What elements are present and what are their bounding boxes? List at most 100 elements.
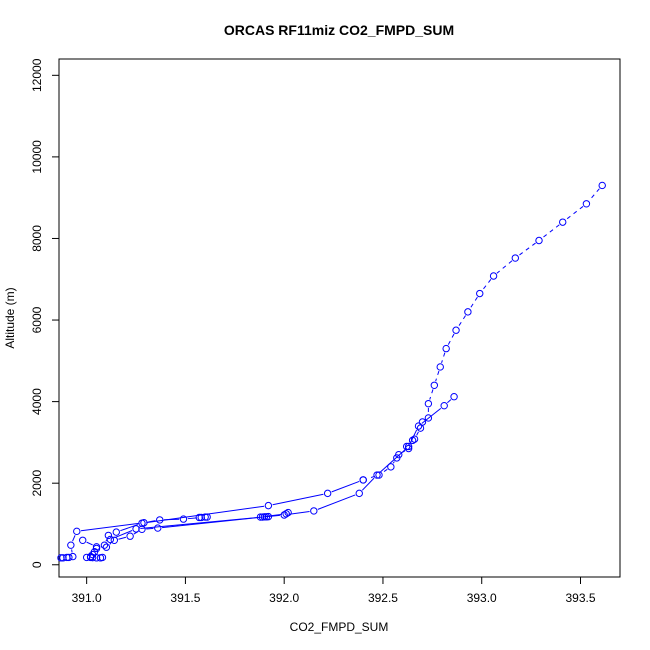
data-point — [132, 525, 140, 533]
series-line-segment — [288, 511, 310, 515]
data-point — [489, 272, 498, 280]
data-point — [598, 181, 606, 190]
data-point — [126, 532, 134, 540]
data-point — [69, 552, 77, 561]
series-line-segment — [379, 448, 406, 473]
y-axis: 0 2000 4000 6000 8000 10000 12000 — [30, 58, 59, 568]
data-point — [559, 218, 567, 226]
series-line-segment — [272, 493, 324, 506]
series-2 — [57, 513, 211, 562]
data-point — [98, 553, 107, 562]
series-line-segment — [148, 520, 156, 523]
y-axis-label: Altitude (m) — [3, 287, 17, 348]
data-point — [511, 254, 520, 262]
series-line-segment — [86, 541, 93, 546]
data-point — [154, 524, 162, 532]
x-axis: 391.0 391.5 392.0 392.5 393.0 393.5 — [72, 577, 596, 605]
series-line-segment — [482, 279, 492, 291]
data-point — [284, 508, 292, 517]
data-point — [359, 476, 367, 484]
data-point — [104, 531, 113, 540]
series-line-segment — [447, 399, 452, 404]
x-axis-label: CO2_FMPD_SUM — [290, 620, 389, 634]
data-point — [436, 363, 444, 371]
x-tick-label: 393.0 — [467, 591, 497, 605]
data-point — [476, 289, 484, 298]
data-point — [416, 424, 425, 432]
data-point — [201, 513, 209, 521]
series-layer — [57, 181, 606, 562]
data-point — [410, 435, 419, 443]
data-point — [393, 454, 401, 462]
data-point — [424, 399, 433, 408]
series-line-segment — [331, 480, 360, 493]
data-point — [79, 536, 87, 544]
data-point — [264, 501, 273, 510]
data-point — [375, 471, 383, 479]
series-line-segment — [105, 539, 108, 542]
data-point — [404, 444, 413, 453]
series-line-segment — [80, 522, 140, 532]
y-tick-label: 0 — [30, 561, 44, 568]
y-tick-label: 4000 — [30, 388, 44, 415]
data-point — [430, 381, 439, 389]
x-tick-label: 391.5 — [170, 591, 200, 605]
chart-title: ORCAS RF11miz CO2_FMPD_SUM — [224, 22, 454, 38]
data-point — [310, 507, 318, 515]
data-point — [450, 393, 458, 401]
series-line-segment — [496, 260, 513, 274]
data-point — [65, 553, 73, 562]
series-line-segment — [72, 535, 76, 542]
data-point — [323, 489, 332, 498]
data-point — [140, 519, 148, 527]
series-line-segment — [114, 530, 133, 539]
data-point — [414, 422, 423, 430]
series-line-segment — [71, 549, 73, 553]
series-line-segment — [457, 315, 466, 327]
data-point — [110, 536, 119, 544]
y-tick-label: 6000 — [30, 306, 44, 333]
series-line-segment — [109, 542, 112, 545]
data-point — [179, 515, 188, 523]
series-line-segment — [565, 206, 584, 220]
series-line-segment — [588, 188, 600, 201]
series-line-segment — [416, 431, 419, 436]
data-point — [424, 414, 433, 422]
data-point — [156, 516, 164, 524]
data-point — [440, 401, 448, 410]
series-line-segment — [118, 536, 127, 540]
plot-frame — [58, 58, 621, 578]
data-point — [404, 442, 413, 451]
data-point — [355, 489, 363, 498]
series-line-segment — [140, 514, 280, 529]
data-point — [373, 471, 381, 479]
data-point — [535, 236, 543, 245]
data-point — [67, 541, 75, 549]
series-line-segment — [367, 475, 376, 480]
series-line-segment — [410, 429, 418, 443]
series-4 — [106, 393, 458, 544]
series-line-segment — [429, 389, 434, 400]
series-line-segment — [317, 494, 356, 510]
x-tick-label: 391.0 — [72, 591, 102, 605]
data-point — [282, 510, 290, 518]
data-point — [582, 200, 591, 208]
data-point — [280, 511, 288, 519]
series-line-segment — [361, 477, 375, 491]
series-line-segment — [435, 370, 440, 382]
data-point — [408, 436, 417, 445]
data-point — [73, 527, 81, 536]
data-point — [112, 528, 120, 536]
series-line-segment — [447, 333, 455, 346]
series-line-segment — [392, 461, 395, 464]
x-tick-label: 392.0 — [269, 591, 299, 605]
data-point — [88, 553, 97, 562]
data-point — [106, 535, 115, 544]
data-point — [452, 326, 460, 334]
series-line-segment — [441, 352, 446, 364]
data-point — [402, 442, 411, 451]
x-tick-label: 393.5 — [565, 591, 595, 605]
series-line-segment — [382, 468, 388, 474]
y-tick-label: 2000 — [30, 470, 44, 497]
series-line-segment — [518, 242, 536, 256]
